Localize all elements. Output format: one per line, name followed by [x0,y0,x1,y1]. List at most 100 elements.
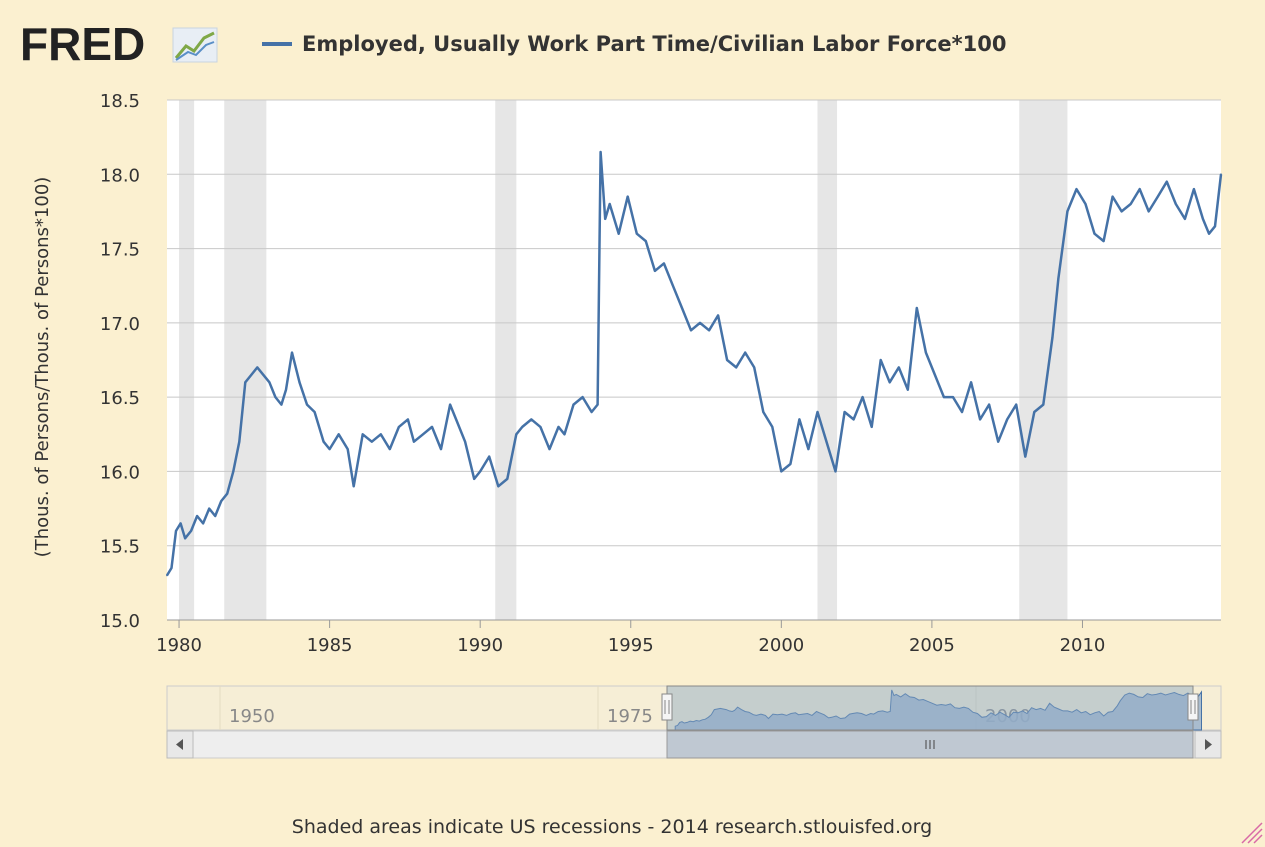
data-point [662,262,665,265]
data-point [1093,232,1096,235]
navigator-selected-range[interactable] [666,685,1194,731]
series-line-0 [165,150,1223,577]
data-point [440,448,442,451]
navigator[interactable]: 1950 1975 2000 [166,685,1222,731]
data-point [626,195,629,198]
series-layer [165,150,1223,577]
y-axis-label: (Thous. of Persons/Thous. of Persons*100… [32,177,53,558]
data-point [604,217,607,220]
data-point [515,433,518,436]
arrow-left-icon [176,739,183,750]
data-point [807,448,810,451]
data-point [870,425,873,428]
chart-title: Employed, Usually Work Part Time/Civilia… [262,32,1007,56]
data-point [407,418,409,421]
data-point [313,411,316,413]
data-point [422,433,424,436]
data-point [506,477,509,480]
y-tick-label: 15.5 [100,537,140,558]
data-point [291,351,293,354]
resize-grip-icon[interactable] [1241,822,1263,844]
data-point [1138,188,1141,191]
navigator-right-handle[interactable] [1187,693,1199,721]
data-point [988,403,991,406]
data-point [388,448,391,451]
data-point [1066,210,1069,213]
data-point [455,418,457,421]
data-point [274,396,277,399]
data-point [1208,232,1210,235]
data-point [762,411,765,413]
data-point [789,463,792,465]
data-point [298,381,301,384]
data-point [843,411,846,413]
data-point [175,529,177,532]
recession-bands [179,100,1068,620]
data-point [346,448,349,451]
data-point [464,440,467,443]
x-axis-ticks: 1980 1985 1990 1995 2000 2005 2010 [156,619,1221,656]
y-tick-label: 18.5 [100,91,140,112]
data-point [744,351,747,354]
data-point [997,440,1000,443]
data-point [361,433,364,436]
data-point [322,440,325,443]
data-point [590,411,593,413]
y-tick-label: 17.5 [100,240,140,261]
data-point [196,515,199,517]
data-point [557,425,560,428]
data-point [232,470,235,473]
data-point [924,351,927,354]
data-point [1202,217,1204,220]
y-tick-label: 15.0 [100,611,140,632]
fred-logo[interactable]: FRED [20,18,218,70]
data-point [1084,203,1087,205]
data-point [488,455,491,458]
data-point [473,477,476,480]
data-point [238,440,241,443]
data-point [644,240,647,243]
data-point [1156,195,1159,198]
data-point [244,381,247,384]
data-point [190,529,192,532]
y-tick-label: 17.0 [100,314,140,335]
y-tick-label: 16.0 [100,462,140,483]
data-point [563,433,566,436]
data-point [599,151,602,153]
data-point [699,321,701,324]
data-point [1057,277,1060,280]
data-point [816,411,819,413]
data-point [250,373,253,376]
navigator-left-handle[interactable] [661,693,673,721]
scrollbar[interactable] [166,730,1222,759]
data-point [337,433,340,436]
data-point [268,381,271,384]
x-tick-label: 2010 [1060,635,1106,656]
data-point [708,329,710,332]
data-point [352,485,355,488]
data-point [581,396,584,399]
data-point [1192,188,1195,191]
x-tick-label: 1990 [457,635,503,656]
x-tick-label: 2000 [758,635,804,656]
data-point [1033,411,1036,413]
scroll-left-button[interactable] [166,730,194,759]
data-point [681,307,683,309]
data-point [479,470,482,473]
data-point [497,485,500,488]
footer-note: Shaded areas indicate US recessions - 20… [292,816,932,838]
data-point [208,507,211,510]
recession-band-0 [179,100,195,620]
data-point [1042,403,1045,406]
data-point [780,470,783,473]
data-point [328,448,331,451]
fred-logo-graph-icon [172,27,218,63]
data-point [952,396,954,399]
data-point [888,381,891,384]
data-point [179,522,182,525]
scroll-right-button[interactable] [1194,730,1222,759]
data-point [961,411,963,413]
data-point [771,425,774,428]
data-point [979,418,981,421]
